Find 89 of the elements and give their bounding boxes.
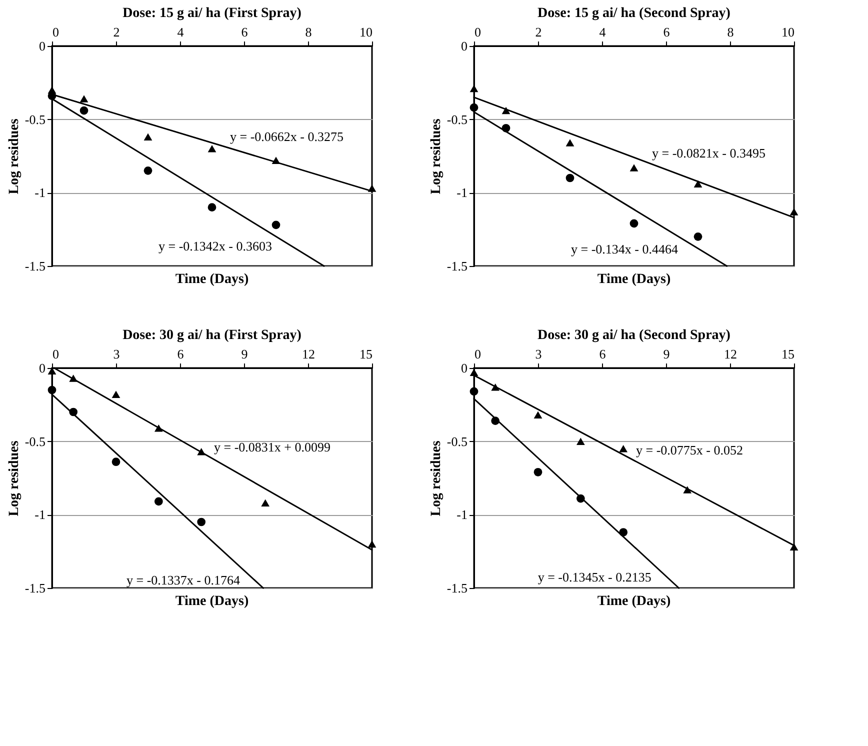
point	[261, 499, 270, 507]
y-tick-label: -0.5	[446, 434, 468, 449]
point	[197, 518, 206, 526]
point	[630, 164, 638, 172]
x-axis-title: Time (Days)	[597, 594, 671, 609]
y-axis-title: Log residues	[6, 118, 22, 194]
x-tick-label: 4	[177, 24, 184, 40]
x-tick-label: 6	[599, 346, 606, 362]
point	[534, 468, 542, 476]
y-tick-label: -0.5	[24, 112, 46, 127]
x-axis-title: Time (Days)	[597, 272, 671, 287]
chart-title: Dose: 30 g ai/ ha (First Spray)	[122, 328, 302, 343]
point	[534, 411, 542, 419]
annotation: y = -0.0775x - 0.052	[636, 442, 743, 458]
x-tick-label: 12	[724, 346, 737, 362]
y-tick-label: -1	[34, 507, 46, 522]
x-axis-title: Time (Days)	[175, 272, 249, 287]
point	[566, 139, 574, 146]
point	[154, 497, 163, 506]
point	[272, 220, 280, 230]
y-tick-label: -1.5	[446, 258, 468, 274]
x-tick-label: 9	[663, 346, 670, 362]
x-tick-label: 8	[305, 24, 312, 40]
y-tick-label: 0	[461, 360, 468, 376]
x-tick-label: 10	[360, 24, 372, 40]
point	[112, 390, 120, 398]
x-tick-label: 12	[302, 346, 315, 362]
point	[790, 208, 798, 216]
x-tick-label: 15	[360, 346, 372, 362]
y-tick-label: -1	[456, 185, 468, 200]
x-tick-label: 4	[599, 24, 606, 40]
annotation: y = -0.1342x - 0.3603	[158, 238, 272, 254]
point	[48, 386, 56, 394]
point	[470, 84, 478, 92]
y-tick-label: -0.5	[24, 434, 46, 449]
y-tick-label: 0	[39, 360, 46, 376]
point	[790, 543, 798, 551]
x-axis-title: Time (Days)	[175, 594, 249, 609]
chart-title: Dose: 15 g ai/ ha (First Spray)	[122, 6, 302, 21]
point	[80, 106, 88, 115]
x-tick-label: 6	[177, 346, 184, 362]
y-tick-label: -1.5	[24, 258, 46, 274]
y-tick-label: 0	[461, 38, 468, 54]
point	[80, 95, 88, 102]
point	[470, 387, 478, 396]
point	[576, 438, 585, 445]
point	[112, 458, 120, 466]
point	[208, 203, 216, 212]
x-tick-label: 2	[535, 24, 542, 40]
point	[694, 180, 702, 188]
y-tick-label: -1	[34, 185, 46, 200]
point	[630, 219, 638, 228]
x-tick-label: 0	[474, 24, 481, 40]
y-axis-title: Log residues	[6, 440, 22, 516]
annotation: y = -0.134x - 0.4464	[571, 242, 678, 257]
x-tick-label: 15	[782, 346, 794, 362]
y-axis-title: Log residues	[428, 440, 444, 516]
x-tick-label: 0	[474, 346, 481, 362]
point	[144, 133, 152, 141]
y-tick-label: -1.5	[446, 580, 468, 596]
x-tick-label: 0	[52, 346, 59, 362]
x-tick-label: 8	[727, 24, 734, 40]
annotation: y = -0.0821x - 0.3495	[652, 145, 766, 160]
point	[566, 174, 574, 182]
annotation: y = -0.1337x - 0.1764	[126, 572, 240, 588]
annotation: y = -0.1345x - 0.2135	[538, 569, 652, 584]
y-tick-label: 0	[39, 38, 46, 54]
point	[368, 540, 376, 548]
chart-title: Dose: 15 g ai/ ha (Second Spray)	[538, 6, 731, 21]
y-tick-label: -0.5	[446, 112, 468, 127]
annotation: y = -0.0831x + 0.0099	[214, 439, 330, 454]
x-tick-label: 9	[241, 346, 248, 362]
x-tick-label: 6	[241, 24, 248, 40]
x-tick-label: 3	[113, 346, 120, 362]
x-tick-label: 10	[782, 24, 794, 40]
x-tick-label: 0	[52, 24, 59, 40]
annotation: y = -0.0662x - 0.3275	[230, 129, 344, 144]
point	[619, 445, 628, 452]
x-tick-label: 6	[663, 24, 670, 40]
point	[470, 103, 478, 112]
y-tick-label: -1.5	[24, 580, 46, 596]
chart-title: Dose: 30 g ai/ ha (Second Spray)	[538, 328, 731, 343]
x-tick-label: 2	[113, 24, 120, 40]
y-tick-label: -1	[456, 507, 468, 522]
x-tick-label: 3	[535, 346, 542, 362]
point	[144, 166, 152, 175]
y-axis-title: Log residues	[428, 118, 444, 194]
point	[208, 145, 216, 152]
point	[694, 232, 702, 241]
